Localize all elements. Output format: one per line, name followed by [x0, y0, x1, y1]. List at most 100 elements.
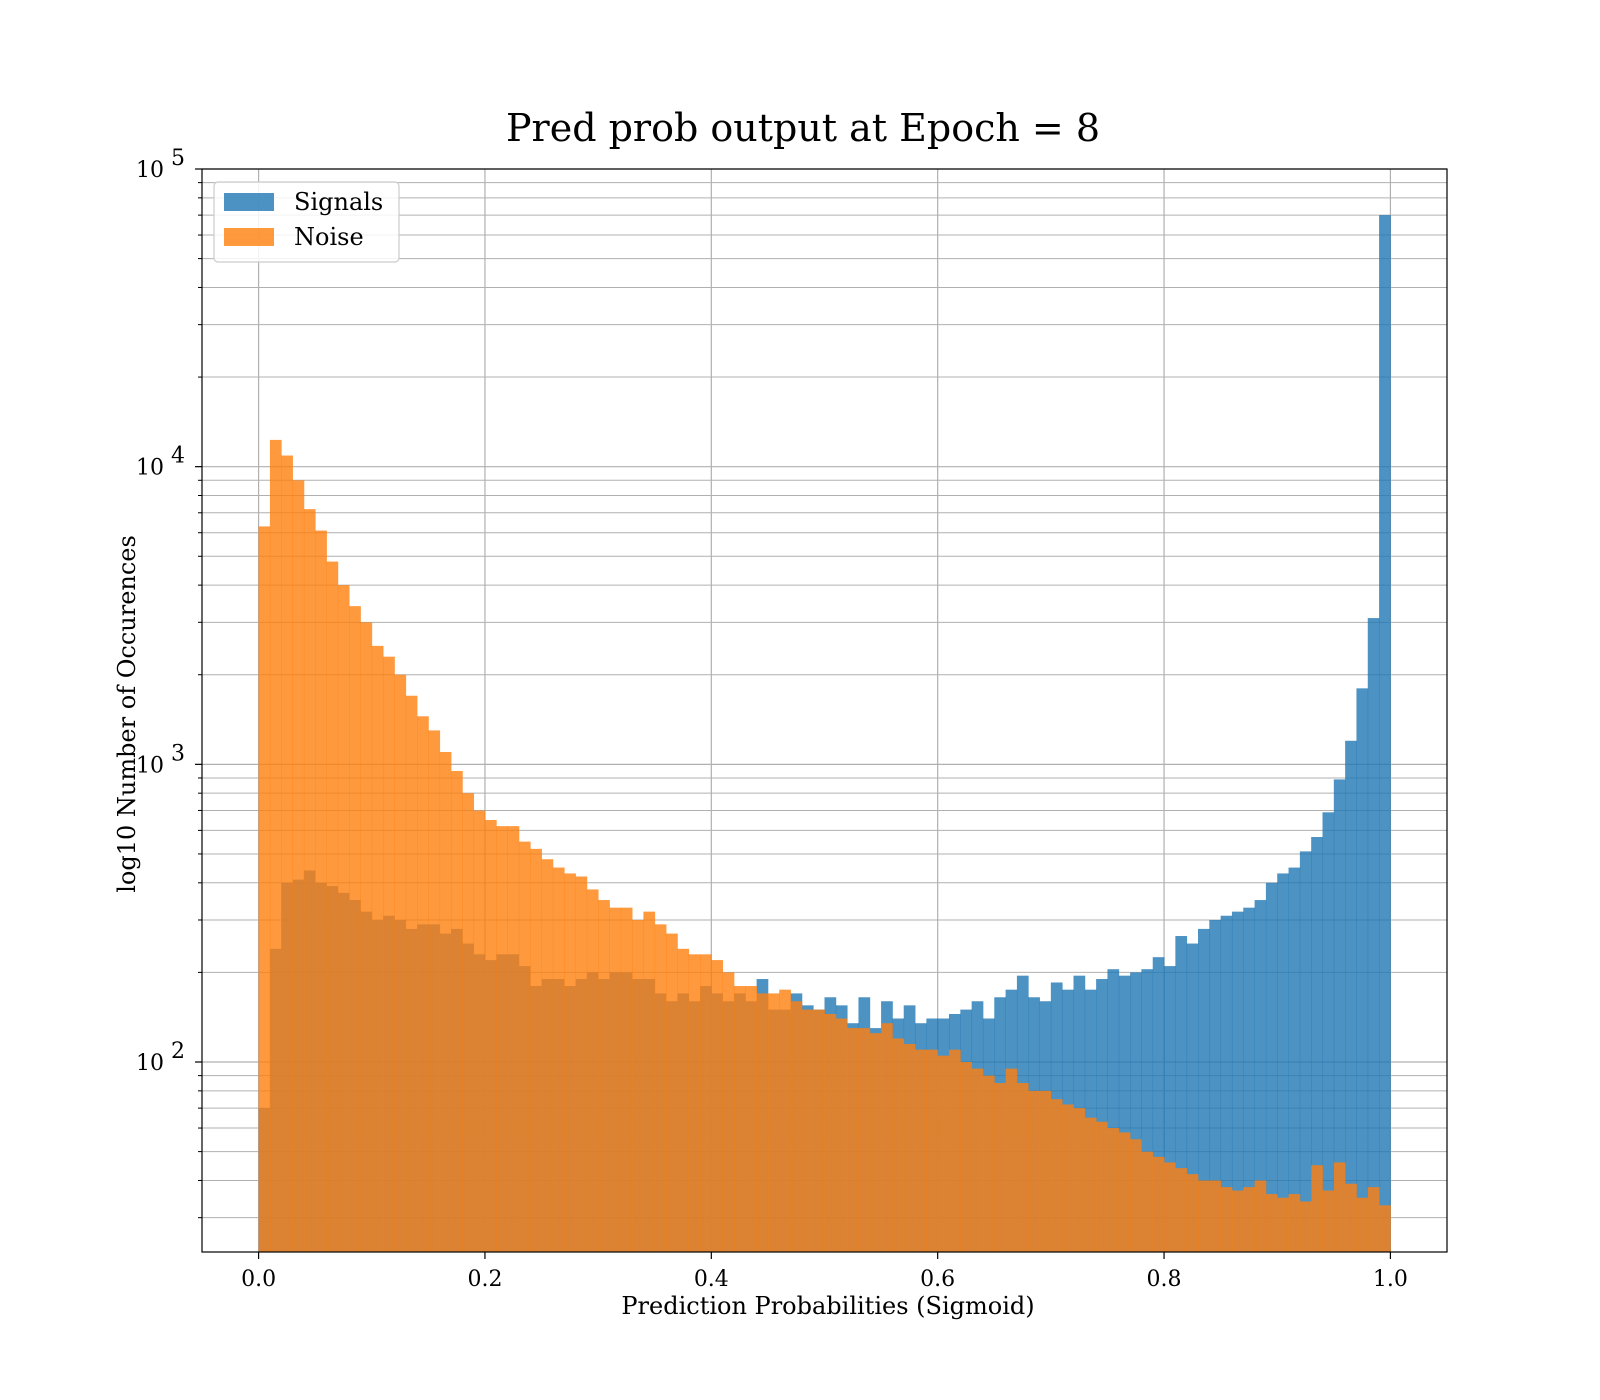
- bar-noise-17: [451, 770, 463, 1252]
- bar-noise-28: [575, 876, 588, 1252]
- legend: Signals Noise: [213, 181, 400, 263]
- bar-noise-7: [337, 585, 350, 1252]
- bar-noise-89: [1265, 1194, 1278, 1252]
- bar-noise-96: [1345, 1183, 1357, 1252]
- bar-noise-67: [1016, 1083, 1029, 1252]
- bar-noise-0: [258, 526, 271, 1252]
- bar-noise-44: [756, 993, 769, 1252]
- bar-noise-45: [767, 993, 780, 1252]
- bar-noise-23: [518, 841, 531, 1252]
- y-tick-label: 10: [136, 1051, 164, 1076]
- bar-noise-2: [281, 455, 293, 1252]
- bar-noise-8: [349, 606, 361, 1252]
- y-axis-label: log10 Number of Occurences: [113, 535, 141, 893]
- bar-noise-54: [869, 1033, 882, 1252]
- bar-signals-85: [1220, 915, 1233, 1252]
- y-tick-label: 10: [136, 753, 164, 778]
- bar-noise-65: [994, 1083, 1006, 1252]
- y-tick-exponent: 5: [171, 146, 185, 171]
- bar-noise-55: [881, 1023, 893, 1252]
- bar-noise-56: [892, 1038, 905, 1252]
- bar-noise-50: [824, 1013, 837, 1252]
- bar-noise-38: [688, 954, 701, 1252]
- x-tick-label: 0.4: [694, 1267, 729, 1292]
- bar-noise-20: [484, 820, 497, 1252]
- bar-noise-97: [1356, 1197, 1369, 1252]
- bar-noise-73: [1084, 1117, 1097, 1252]
- bar-signals-83: [1198, 928, 1210, 1252]
- bar-noise-5: [315, 530, 327, 1252]
- series-noise-bars: [258, 439, 1391, 1253]
- bar-noise-95: [1333, 1162, 1346, 1252]
- bar-noise-3: [292, 480, 305, 1253]
- bar-noise-24: [530, 848, 542, 1252]
- bar-signals-76: [1118, 975, 1131, 1252]
- bar-noise-83: [1198, 1180, 1210, 1252]
- bar-noise-88: [1254, 1180, 1267, 1252]
- x-tick-label: 0.8: [1147, 1267, 1182, 1292]
- bar-noise-25: [541, 859, 554, 1252]
- bar-signals-90: [1277, 873, 1289, 1252]
- bar-noise-81: [1175, 1168, 1188, 1252]
- bar-signals-82: [1186, 943, 1199, 1252]
- x-axis-ticks: 0.0 0.2 0.4 0.6 0.8 1.0: [241, 1252, 1408, 1292]
- bar-noise-72: [1073, 1108, 1086, 1252]
- bar-noise-10: [371, 645, 384, 1252]
- bar-noise-29: [586, 889, 599, 1252]
- bar-noise-76: [1118, 1132, 1131, 1252]
- bar-noise-79: [1152, 1156, 1165, 1252]
- bar-noise-46: [779, 989, 791, 1252]
- bar-noise-19: [473, 810, 486, 1252]
- bar-signals-79: [1152, 957, 1165, 1252]
- bar-noise-21: [496, 826, 508, 1252]
- bar-noise-30: [598, 900, 610, 1252]
- bar-signals-91: [1288, 867, 1301, 1252]
- bar-noise-63: [971, 1068, 984, 1252]
- bar-signals-86: [1231, 911, 1244, 1252]
- y-tick-exponent: 3: [171, 741, 185, 766]
- bar-noise-64: [982, 1075, 995, 1252]
- bar-noise-6: [326, 561, 339, 1252]
- bar-signals-80: [1164, 966, 1176, 1252]
- bar-noise-1: [269, 439, 282, 1252]
- bar-noise-93: [1311, 1165, 1323, 1252]
- bar-noise-31: [609, 907, 622, 1252]
- bar-noise-82: [1186, 1174, 1199, 1252]
- bar-noise-60: [937, 1055, 950, 1252]
- bar-noise-85: [1220, 1187, 1233, 1252]
- bar-noise-80: [1164, 1162, 1176, 1252]
- bar-noise-68: [1028, 1090, 1040, 1252]
- bar-signals-81: [1175, 936, 1188, 1252]
- bar-signals-93: [1311, 837, 1323, 1252]
- bar-noise-40: [711, 960, 724, 1252]
- bar-noise-15: [428, 730, 441, 1252]
- bar-noise-62: [960, 1062, 973, 1252]
- bar-noise-14: [417, 716, 429, 1252]
- bar-noise-34: [643, 911, 656, 1252]
- bar-noise-87: [1243, 1187, 1255, 1252]
- bar-signals-87: [1243, 907, 1255, 1252]
- chart-title: Pred prob output at Epoch = 8: [506, 106, 1100, 150]
- x-tick-label: 0.6: [920, 1267, 955, 1292]
- bar-signals-92: [1299, 851, 1312, 1252]
- bar-noise-51: [835, 1018, 848, 1252]
- bar-noise-53: [858, 1028, 871, 1252]
- bar-noise-47: [790, 1001, 803, 1252]
- bar-noise-43: [745, 986, 757, 1252]
- bar-noise-37: [677, 948, 690, 1252]
- bar-noise-52: [847, 1028, 859, 1252]
- bar-signals-97: [1356, 688, 1369, 1252]
- legend-label-signals: Signals: [294, 188, 383, 216]
- legend-swatch-signals: [224, 193, 274, 211]
- bar-noise-61: [949, 1049, 961, 1252]
- bar-noise-74: [1096, 1121, 1108, 1252]
- bar-noise-90: [1277, 1197, 1289, 1252]
- bar-noise-35: [654, 924, 667, 1252]
- bar-noise-16: [439, 752, 452, 1252]
- bar-signals-77: [1130, 972, 1142, 1252]
- bar-noise-84: [1209, 1180, 1222, 1252]
- bar-noise-42: [733, 986, 746, 1252]
- bar-noise-48: [801, 1009, 814, 1252]
- plot-frame: [201, 168, 1448, 1253]
- bar-noise-18: [462, 793, 475, 1252]
